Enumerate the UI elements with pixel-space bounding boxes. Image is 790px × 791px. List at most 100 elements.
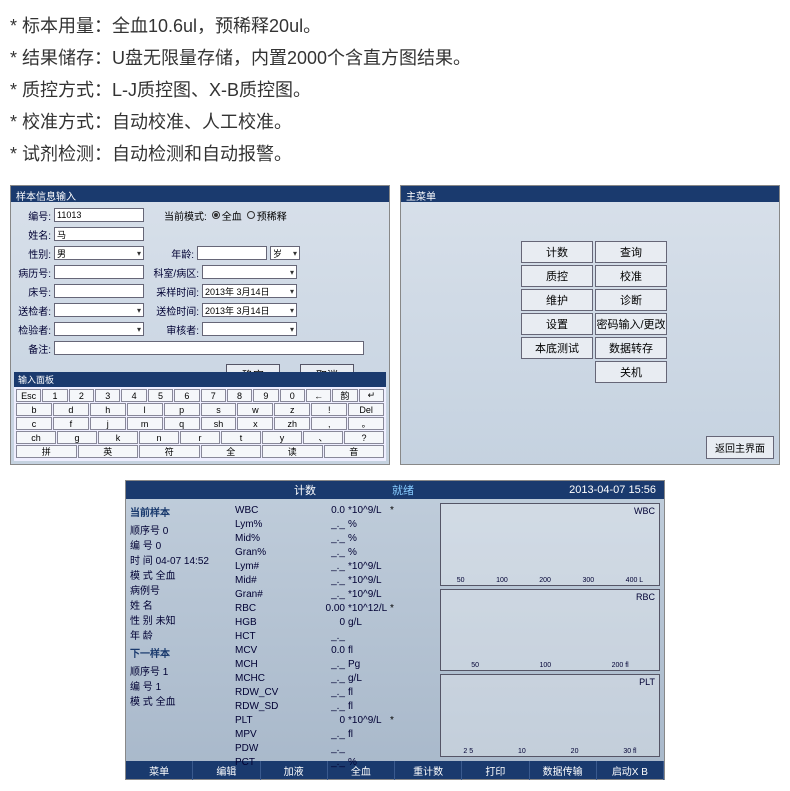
key-k[interactable]: k xyxy=(98,431,138,444)
key-b[interactable]: b xyxy=(16,403,52,416)
age-unit-select[interactable]: 岁 xyxy=(270,246,300,260)
key-s[interactable]: s xyxy=(201,403,237,416)
key-韵[interactable]: 韵 xyxy=(332,389,357,402)
back-main-button[interactable]: 返回主界面 xyxy=(706,436,774,459)
checker-select[interactable] xyxy=(54,322,144,336)
param-row: RDW_SD_._fl xyxy=(235,699,435,713)
key-w[interactable]: w xyxy=(237,403,273,416)
key-sh[interactable]: sh xyxy=(201,417,237,430)
menu-诊断[interactable]: 诊断 xyxy=(595,289,667,311)
key-d[interactable]: d xyxy=(53,403,89,416)
key-zh[interactable]: zh xyxy=(274,417,310,430)
key-1[interactable]: 1 xyxy=(42,389,67,402)
menu-维护[interactable]: 维护 xyxy=(521,289,593,311)
key-9[interactable]: 9 xyxy=(253,389,278,402)
toolbar-全血[interactable]: 全血 xyxy=(328,761,395,780)
key-c[interactable]: c xyxy=(16,417,52,430)
menu-设置[interactable]: 设置 xyxy=(521,313,593,335)
key-音[interactable]: 音 xyxy=(324,445,385,458)
key-,[interactable]: , xyxy=(311,417,347,430)
sex-label: 性别: xyxy=(16,246,51,261)
sex-select[interactable]: 男 xyxy=(54,246,144,260)
key-0[interactable]: 0 xyxy=(280,389,305,402)
key-?[interactable]: ? xyxy=(344,431,384,444)
toolbar-加液[interactable]: 加液 xyxy=(261,761,328,780)
sample-time-label: 采样时间: xyxy=(144,284,199,299)
key-读[interactable]: 读 xyxy=(262,445,323,458)
menu-关机[interactable]: 关机 xyxy=(595,361,667,383)
key-y[interactable]: y xyxy=(262,431,302,444)
menu-质控[interactable]: 质控 xyxy=(521,265,593,287)
note-input[interactable] xyxy=(54,341,364,355)
key-m[interactable]: m xyxy=(127,417,163,430)
dept-select[interactable] xyxy=(202,265,297,279)
spec-line: * 试剂检测：自动检测和自动报警。 xyxy=(10,138,780,170)
reviewer-select[interactable] xyxy=(202,322,297,336)
key-3[interactable]: 3 xyxy=(95,389,120,402)
send-time-label: 送检时间: xyxy=(144,303,199,318)
toolbar-编辑[interactable]: 编辑 xyxy=(193,761,260,780)
toolbar-菜单[interactable]: 菜单 xyxy=(126,761,193,780)
history-input[interactable] xyxy=(54,265,144,279)
key-符[interactable]: 符 xyxy=(139,445,200,458)
key-n[interactable]: n xyxy=(139,431,179,444)
key-h[interactable]: h xyxy=(90,403,126,416)
key-p[interactable]: p xyxy=(164,403,200,416)
menu-密码输入/更改[interactable]: 密码输入/更改 xyxy=(595,313,667,335)
key-8[interactable]: 8 xyxy=(227,389,252,402)
param-row: MCH_._Pg xyxy=(235,657,435,671)
reviewer-label: 审核者: xyxy=(144,322,199,337)
key-![interactable]: ! xyxy=(311,403,347,416)
key-↵[interactable]: ↵ xyxy=(359,389,384,402)
sample-time-select[interactable]: 2013年 3月14日 xyxy=(202,284,297,298)
key-←[interactable]: ← xyxy=(306,389,331,402)
sender-select[interactable] xyxy=(54,303,144,317)
spec-line: * 标本用量：全血10.6ul，预稀释20ul。 xyxy=(10,10,780,42)
menu-计数[interactable]: 计数 xyxy=(521,241,593,263)
sender-label: 送检者: xyxy=(16,303,51,318)
name-label: 姓名: xyxy=(16,227,51,242)
key-f[interactable]: f xyxy=(53,417,89,430)
key-Del[interactable]: Del xyxy=(348,403,384,416)
key-2[interactable]: 2 xyxy=(69,389,94,402)
key-ch[interactable]: ch xyxy=(16,431,56,444)
key-z[interactable]: z xyxy=(274,403,310,416)
key-j[interactable]: j xyxy=(90,417,126,430)
key-r[interactable]: r xyxy=(180,431,220,444)
send-time-select[interactable]: 2013年 3月14日 xyxy=(202,303,297,317)
key-、[interactable]: 、 xyxy=(303,431,343,444)
key-g[interactable]: g xyxy=(57,431,97,444)
window-title: 主菜单 xyxy=(401,186,779,202)
toolbar-重计数[interactable]: 重计数 xyxy=(395,761,462,780)
bed-input[interactable] xyxy=(54,284,144,298)
note-label: 备注: xyxy=(16,341,51,356)
menu-数据转存[interactable]: 数据转存 xyxy=(595,337,667,359)
mode-whole-blood-radio[interactable]: 全血 xyxy=(212,208,242,223)
key-t[interactable]: t xyxy=(221,431,261,444)
key-5[interactable]: 5 xyxy=(148,389,173,402)
toolbar-打印[interactable]: 打印 xyxy=(462,761,529,780)
key-4[interactable]: 4 xyxy=(121,389,146,402)
key-7[interactable]: 7 xyxy=(201,389,226,402)
main-menu-window: 主菜单 计数查询质控校准维护诊断设置密码输入/更改本底测试数据转存关机 返回主界… xyxy=(400,185,780,465)
key-q[interactable]: q xyxy=(164,417,200,430)
key-6[interactable]: 6 xyxy=(174,389,199,402)
key-。[interactable]: 。 xyxy=(348,417,384,430)
key-Esc[interactable]: Esc xyxy=(16,389,41,402)
menu-本底测试[interactable]: 本底测试 xyxy=(521,337,593,359)
key-l[interactable]: l xyxy=(127,403,163,416)
toolbar-数据传输[interactable]: 数据传输 xyxy=(530,761,597,780)
key-全[interactable]: 全 xyxy=(201,445,262,458)
key-拼[interactable]: 拼 xyxy=(16,445,77,458)
toolbar-启动X B[interactable]: 启动X B xyxy=(597,761,664,780)
key-x[interactable]: x xyxy=(237,417,273,430)
age-input[interactable] xyxy=(197,246,267,260)
menu-查询[interactable]: 查询 xyxy=(595,241,667,263)
menu-校准[interactable]: 校准 xyxy=(595,265,667,287)
param-row: PDW_._ xyxy=(235,741,435,755)
mode-predilute-radio[interactable]: 预稀释 xyxy=(247,208,287,223)
key-英[interactable]: 英 xyxy=(78,445,139,458)
name-input[interactable]: 马 xyxy=(54,227,144,241)
id-input[interactable]: 11013 xyxy=(54,208,144,222)
param-row: Gran%_._% xyxy=(235,545,435,559)
